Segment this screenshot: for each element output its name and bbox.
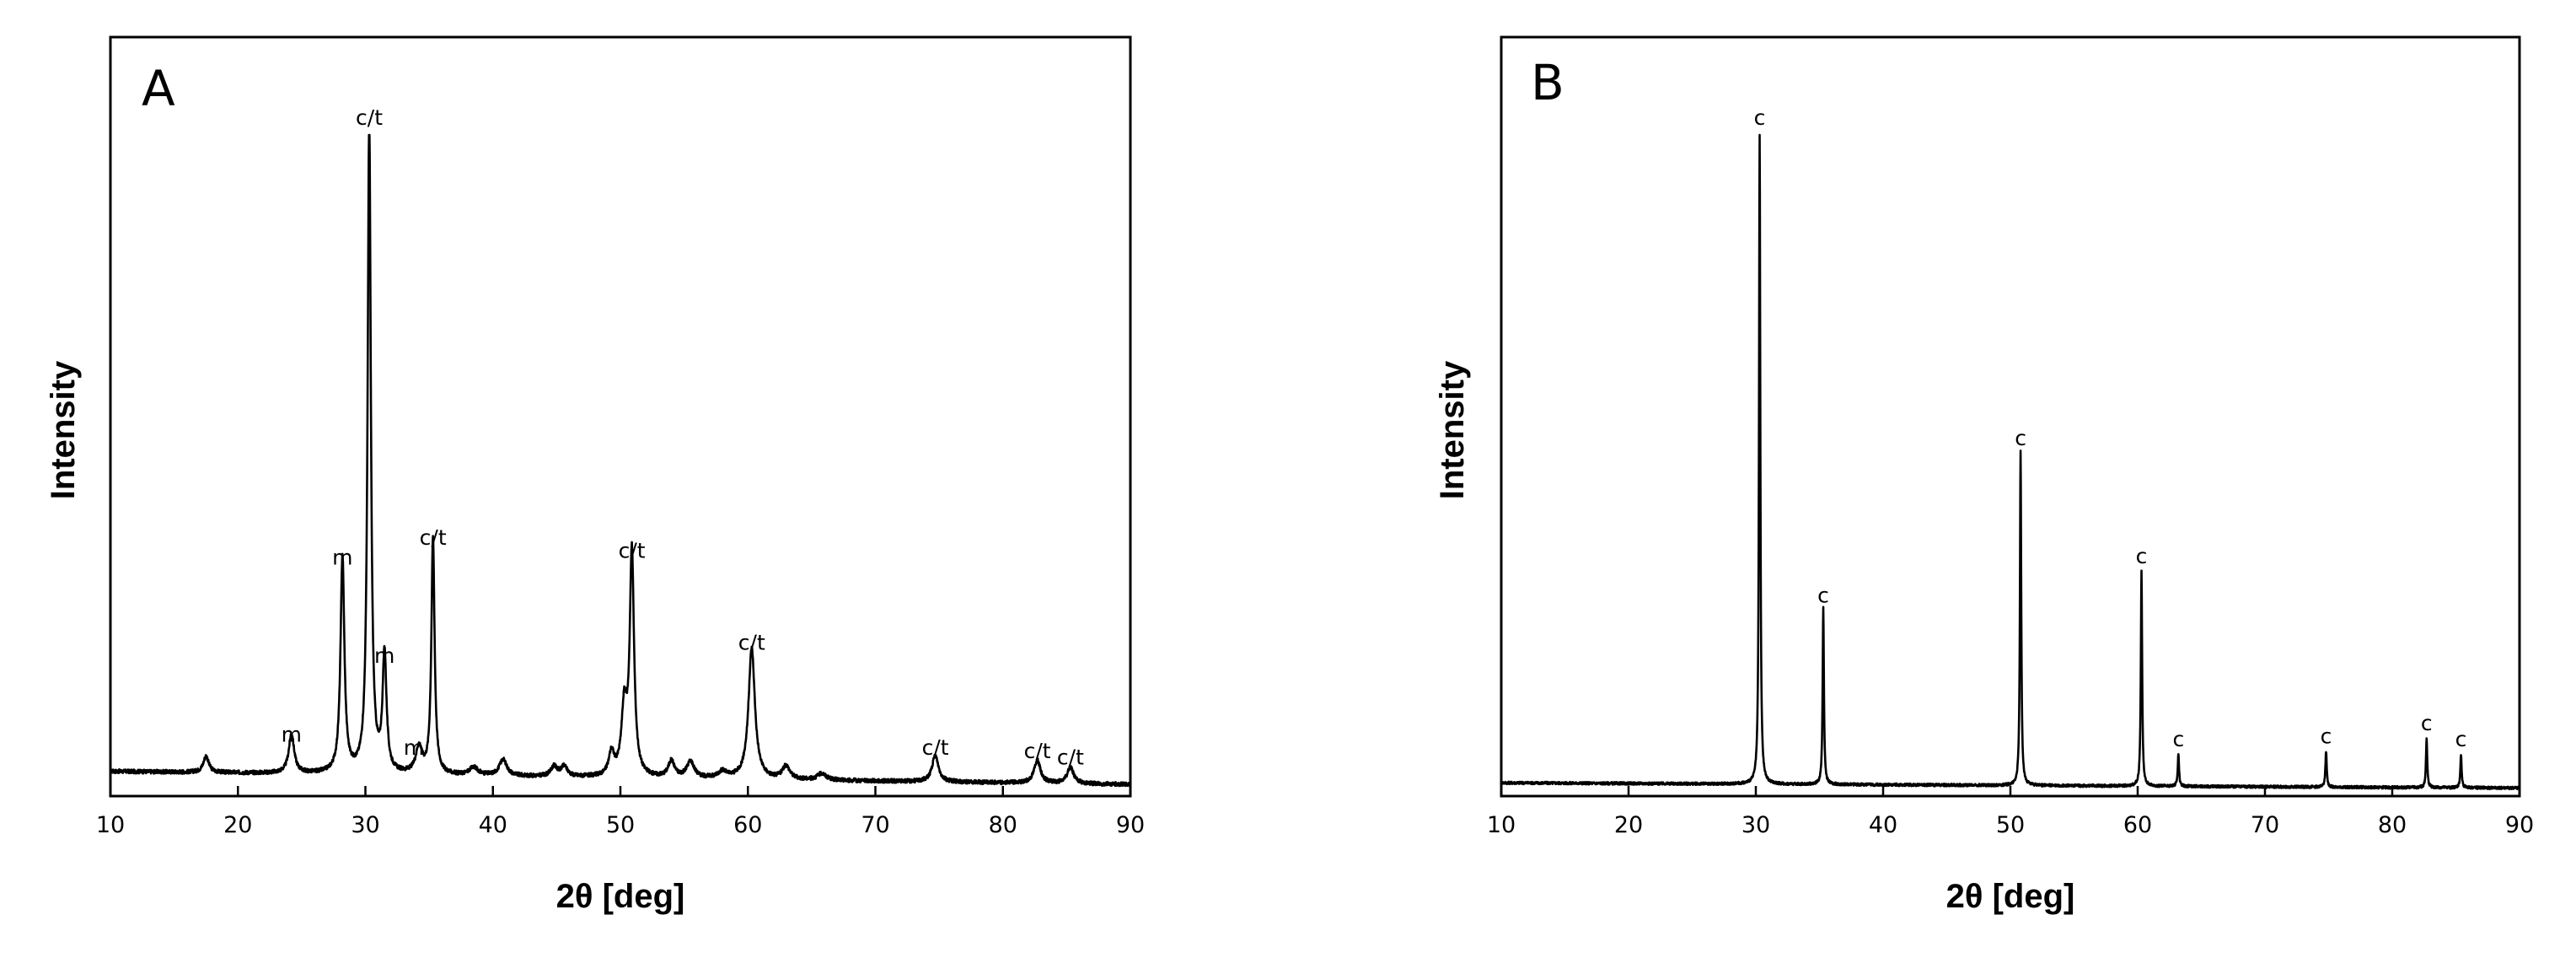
x-tick-label: 40 — [479, 812, 507, 838]
x-ticks: 10 20 30 40 50 60 70 80 90 — [96, 786, 1145, 838]
peak-label: c — [1817, 583, 1829, 607]
peak-label: c/t — [922, 735, 949, 760]
peak-label: c — [2455, 727, 2467, 751]
x-tick-label: 50 — [1996, 812, 2025, 838]
x-tick-label: 70 — [861, 812, 889, 838]
x-tick-label: 60 — [733, 812, 762, 838]
diffraction-pattern-line — [110, 133, 1132, 788]
peak-label: c — [1754, 105, 1766, 130]
x-tick-label: 10 — [96, 812, 125, 838]
x-tick-label: 30 — [351, 812, 379, 838]
x-tick-label: 40 — [1869, 812, 1897, 838]
x-axis-title: 2θ [deg] — [556, 878, 685, 915]
peak-label: c/t — [619, 538, 646, 562]
peak-label: c — [2321, 724, 2332, 748]
x-axis-title: 2θ [deg] — [1946, 878, 2075, 915]
peak-label: m — [404, 735, 424, 760]
series-marks — [1500, 133, 2521, 791]
peak-label: c/t — [1057, 745, 1084, 770]
x-tick-label: 60 — [2123, 812, 2152, 838]
series-marks — [110, 133, 1132, 788]
peak-label: c — [2015, 426, 2026, 450]
peak-label: m — [374, 643, 394, 668]
x-tick-label: 30 — [1741, 812, 1770, 838]
plot-frame — [109, 35, 1132, 798]
peak-label: c/t — [1024, 739, 1051, 763]
diffraction-pattern-line — [1500, 133, 2521, 791]
chart-panel-a: A 10 20 30 40 50 60 70 80 90 mmc/tmmc/tc/tc/tc/t… — [45, 35, 1145, 915]
x-tick-label: 90 — [1116, 812, 1145, 838]
x-tick-label: 90 — [2505, 812, 2534, 838]
peak-label: c — [2136, 544, 2148, 568]
peak-label: c/t — [356, 105, 383, 130]
panel-label: A — [142, 60, 175, 117]
peak-label: c/t — [420, 525, 447, 550]
peak-label: m — [332, 545, 352, 569]
peak-label: m — [282, 722, 302, 746]
x-tick-label: 70 — [2251, 812, 2279, 838]
x-tick-label: 10 — [1487, 812, 1516, 838]
plot-frame — [1500, 35, 2521, 798]
x-tick-label: 80 — [989, 812, 1017, 838]
panel-label: B — [1531, 54, 1564, 111]
x-tick-label: 80 — [2378, 812, 2407, 838]
peak-label: c — [2172, 727, 2184, 751]
y-axis-title: Intensity — [45, 360, 82, 499]
x-ticks: 10 20 30 40 50 60 70 80 90 — [1487, 786, 2534, 838]
y-axis-title: Intensity — [1434, 360, 1471, 499]
peak-label: c — [2421, 711, 2433, 735]
x-tick-label: 50 — [606, 812, 635, 838]
x-tick-label: 20 — [223, 812, 252, 838]
peak-label: c/t — [738, 630, 765, 654]
x-tick-label: 20 — [1614, 812, 1643, 838]
